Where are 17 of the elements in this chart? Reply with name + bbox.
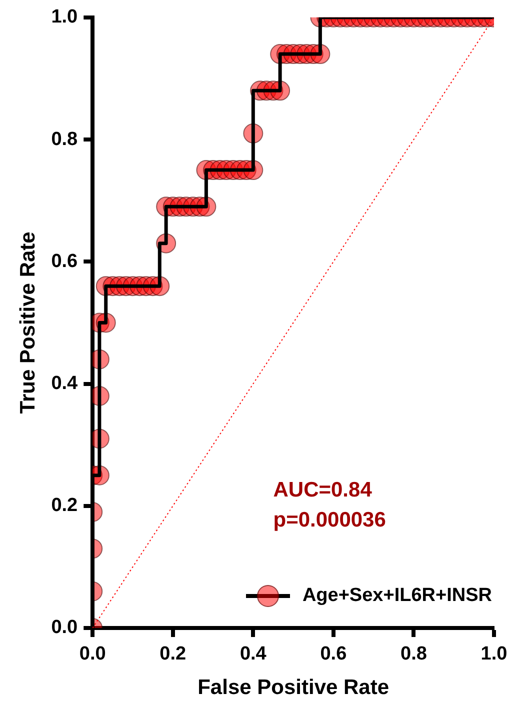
y-tick-label: 0.2 — [51, 495, 78, 516]
x-tick-label: 1.0 — [480, 644, 508, 665]
y-tick-label: 0.0 — [51, 617, 78, 638]
annotation: p=0.000036 — [273, 508, 386, 532]
legend-label: Age+Sex+IL6R+INSR — [302, 585, 492, 607]
y-tick-label: 0.6 — [51, 250, 78, 272]
x-tick-label: 0.0 — [79, 644, 106, 665]
x-axis-title: False Positive Rate — [198, 676, 390, 700]
x-tick-label: 0.4 — [240, 644, 267, 665]
y-tick-label: 0.8 — [51, 128, 78, 150]
x-tick-label: 0.6 — [320, 644, 347, 665]
y-tick-label: 0.4 — [51, 372, 78, 394]
annotation: AUC=0.84 — [273, 478, 372, 502]
y-tick-label: 1.0 — [51, 6, 78, 28]
y-axis-title: True Positive Rate — [16, 232, 40, 414]
x-tick-label: 0.8 — [400, 644, 427, 665]
x-tick-label: 0.2 — [160, 644, 186, 665]
